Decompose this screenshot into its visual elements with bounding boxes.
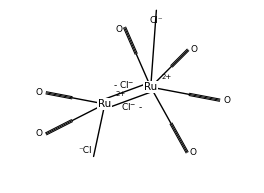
Text: 2+: 2+: [115, 91, 125, 96]
Text: - Cl$^{-}$: - Cl$^{-}$: [113, 79, 134, 90]
Text: Cl$^{-}$ -: Cl$^{-}$ -: [121, 102, 143, 113]
Text: 2+: 2+: [161, 74, 171, 80]
Text: O: O: [223, 96, 230, 105]
Text: O: O: [190, 148, 197, 157]
Text: O: O: [36, 130, 43, 139]
Text: Ru: Ru: [144, 82, 157, 92]
Text: Ru: Ru: [98, 99, 111, 109]
Text: O: O: [36, 88, 43, 97]
Text: Cl⁻: Cl⁻: [149, 16, 163, 25]
Text: O: O: [191, 45, 198, 54]
Text: ⁻Cl: ⁻Cl: [78, 146, 92, 155]
Text: O: O: [115, 25, 122, 35]
